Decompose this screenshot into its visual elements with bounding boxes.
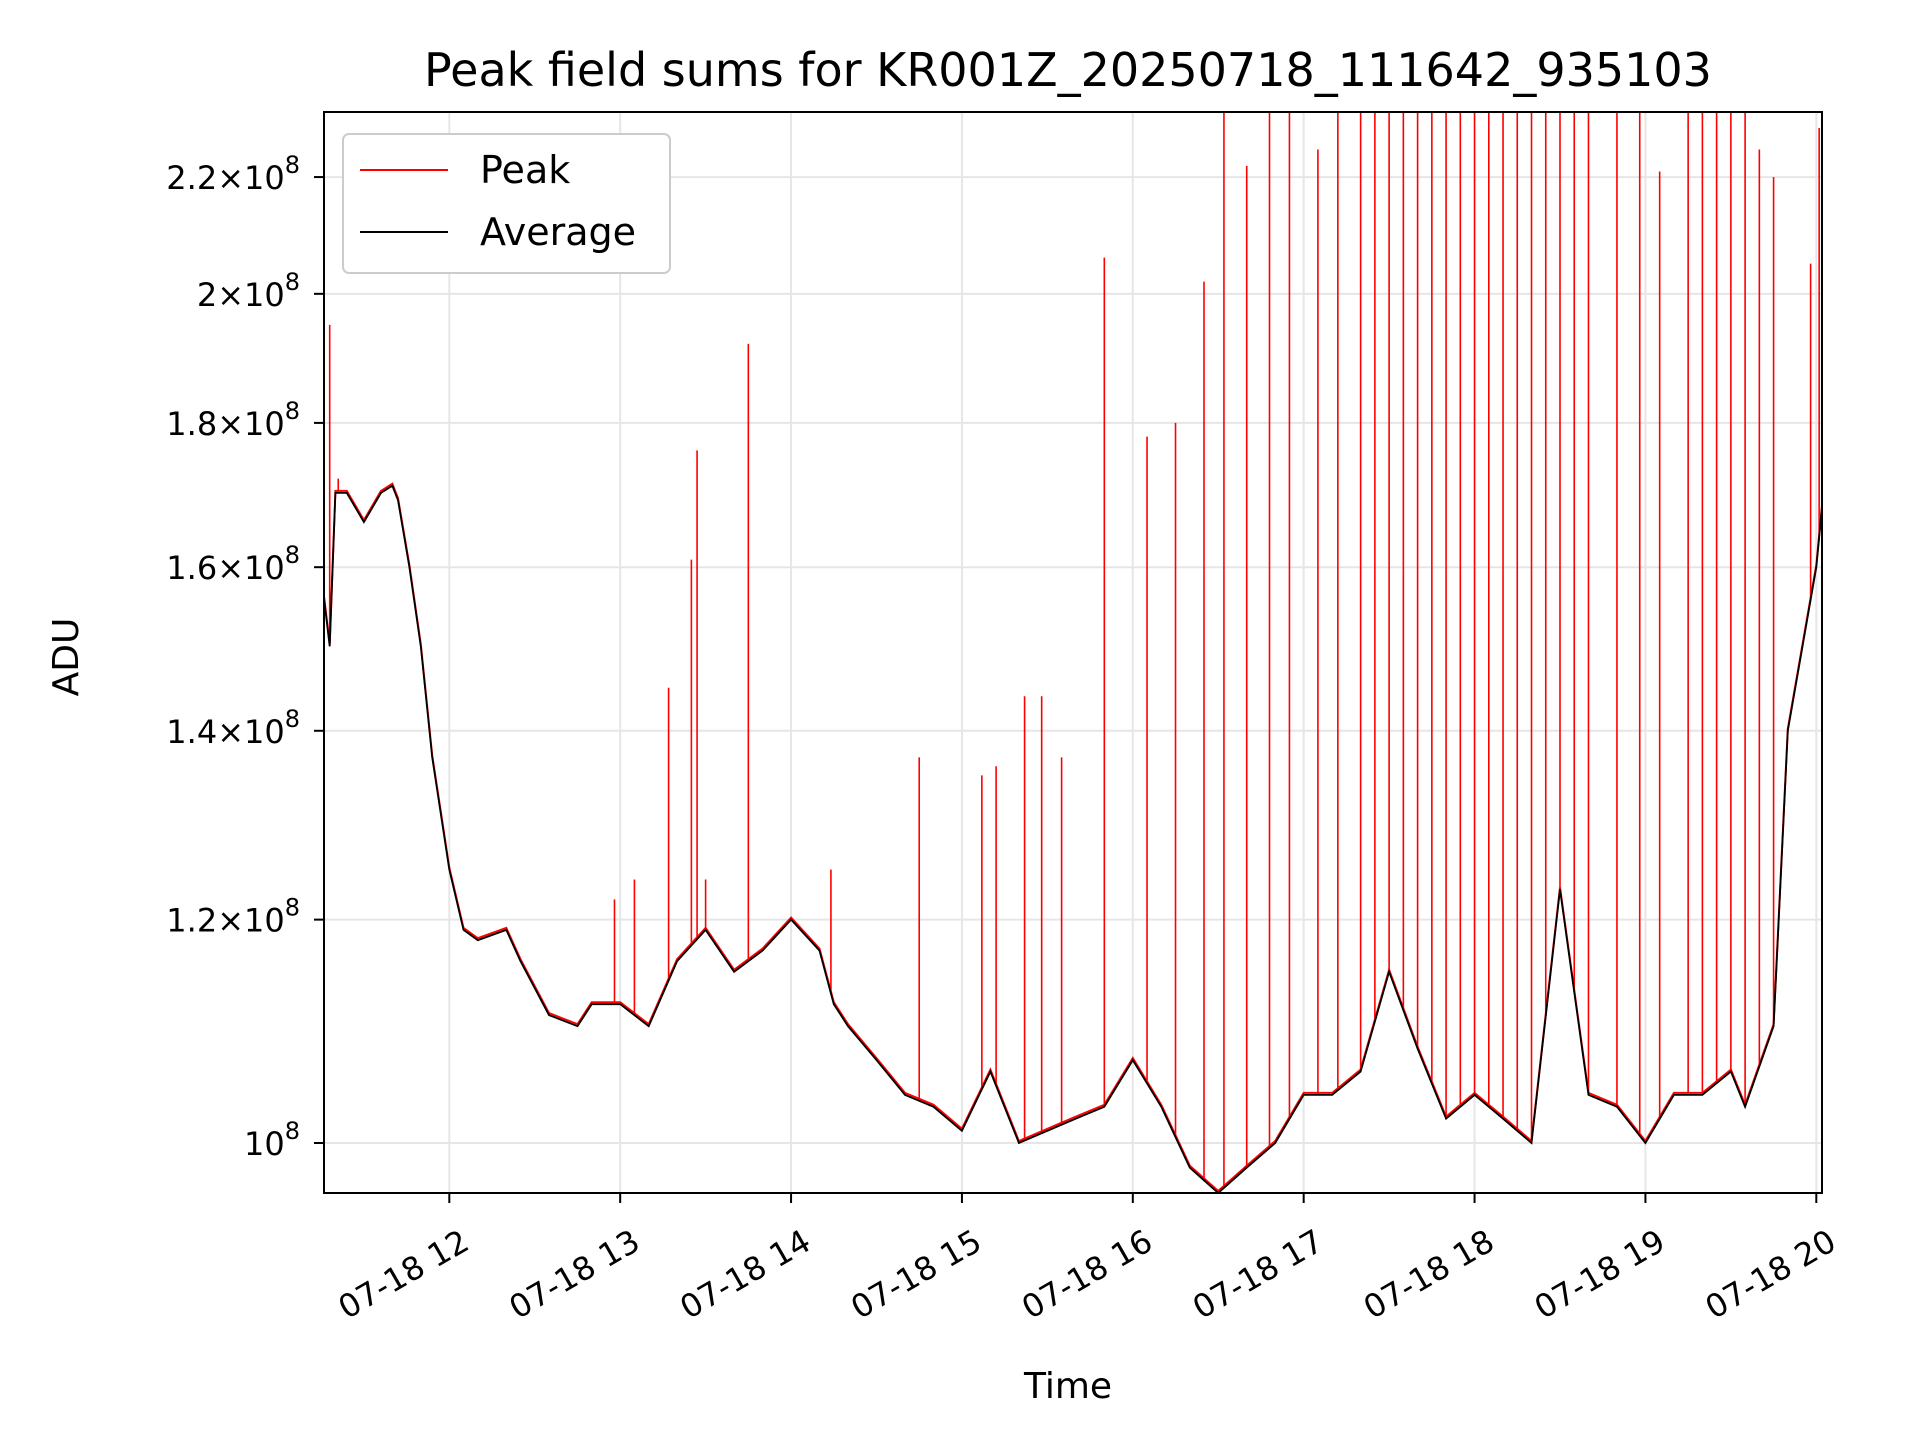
- y-tick-label: 1.8×108: [166, 397, 300, 443]
- y-tick-label: 108: [244, 1117, 300, 1163]
- y-tick-label: 1.2×108: [166, 894, 300, 940]
- chart-title: Peak field sums for KR001Z_20250718_1116…: [424, 43, 1712, 97]
- series-layer: [324, 112, 1822, 1193]
- x-axis-label: Time: [1023, 1366, 1112, 1407]
- legend: Peak Average: [342, 133, 671, 274]
- y-axis-ticks: 108 1.2×108 1.4×108 1.6×108 1.8×108 2×108 2.2×…: [166, 151, 324, 1163]
- grid-lines: [324, 112, 1822, 1193]
- legend-box: [342, 133, 671, 274]
- y-axis-label: ADU: [46, 618, 87, 697]
- y-tick-label: 2.2×108: [166, 151, 300, 197]
- legend-label-average: Average: [480, 210, 636, 254]
- series-clip-group: [324, 112, 1822, 1193]
- y-tick-label: 1.4×108: [166, 705, 300, 751]
- plot-area-frame: [323, 111, 1823, 1194]
- average-series-line: [324, 484, 1822, 1193]
- y-tick-label: 2×108: [197, 268, 300, 314]
- legend-label-peak: Peak: [480, 148, 570, 192]
- y-tick-label: 1.6×108: [166, 541, 300, 587]
